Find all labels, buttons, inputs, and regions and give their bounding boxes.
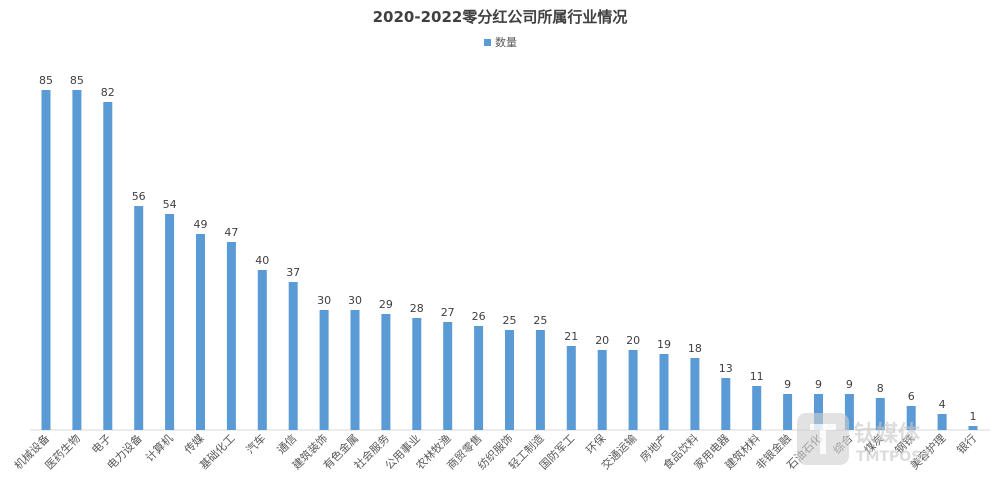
bar-13 [443,322,453,430]
value-label-3: 56 [132,190,146,203]
value-label-9: 30 [317,294,331,307]
bar-24 [783,394,793,430]
category-label-18: 环保 [583,431,608,456]
category-label-8: 通信 [275,432,300,457]
value-label-24: 9 [784,378,791,391]
value-label-30: 1 [970,410,977,423]
bar-15 [505,330,514,430]
value-label-1: 85 [70,74,84,87]
value-label-29: 4 [939,398,946,411]
legend-swatch [484,39,491,46]
bar-5 [196,234,205,430]
bar-21 [690,358,700,430]
legend: 数量 [484,36,517,49]
bar-6 [226,242,236,430]
bar-10 [350,310,360,430]
legend-label: 数量 [495,36,517,49]
category-label-4: 计算机 [142,431,175,464]
value-label-27: 8 [877,382,884,395]
bar-1 [72,90,82,430]
bar-8 [288,282,298,430]
bar-2 [103,102,113,430]
bar-29 [937,414,947,430]
value-label-13: 27 [441,306,455,319]
value-label-0: 85 [39,74,53,87]
value-label-5: 49 [194,218,208,231]
bar-14 [474,326,484,430]
value-label-10: 30 [348,294,362,307]
bar-4 [165,214,175,430]
bar-30 [968,426,978,430]
value-label-28: 6 [908,390,915,403]
value-label-20: 19 [657,338,671,351]
bar-20 [659,354,669,430]
value-label-8: 37 [286,266,300,279]
value-label-25: 9 [815,378,822,391]
bar-9 [319,310,329,430]
bar-18 [597,350,607,430]
bar-27 [875,398,885,430]
bar-28 [906,406,916,430]
watermark-text: 钛媒体 [854,421,921,447]
bar-11 [381,314,391,430]
value-label-26: 9 [846,378,853,391]
bar-26 [844,394,854,430]
value-label-21: 18 [688,342,702,355]
value-label-12: 28 [410,302,424,315]
value-label-6: 47 [224,226,238,239]
bar-25 [814,394,823,430]
bar-7 [257,270,267,430]
category-label-5: 传媒 [182,432,207,457]
bar-12 [412,318,422,430]
value-label-19: 20 [626,334,640,347]
value-label-22: 13 [719,362,733,375]
value-label-2: 82 [101,86,115,99]
value-label-23: 11 [750,370,764,383]
value-label-11: 29 [379,298,393,311]
tmtpost-logo-icon [797,413,849,465]
value-label-4: 54 [163,198,177,211]
bar-23 [752,386,762,430]
bar-3 [134,206,144,430]
chart-title: 2020-2022零分红公司所属行业情况 [373,8,628,26]
value-label-7: 40 [255,254,269,267]
watermark-subtext: TMTPOST [856,449,931,465]
value-label-15: 25 [503,314,517,327]
bar-0 [41,90,51,430]
bar-19 [628,350,638,430]
category-label-30: 银行 [954,431,979,456]
watermark: 钛媒体 TMTPOST [797,413,931,465]
value-label-14: 26 [472,310,486,323]
category-label-7: 汽车 [243,431,268,456]
bar-17 [566,346,576,430]
category-label-2: 电子 [89,432,114,457]
value-label-17: 21 [564,330,578,343]
value-label-16: 25 [533,314,547,327]
bars-group [41,90,978,430]
bar-16 [535,330,545,430]
value-label-18: 20 [595,334,609,347]
bar-22 [721,378,731,430]
